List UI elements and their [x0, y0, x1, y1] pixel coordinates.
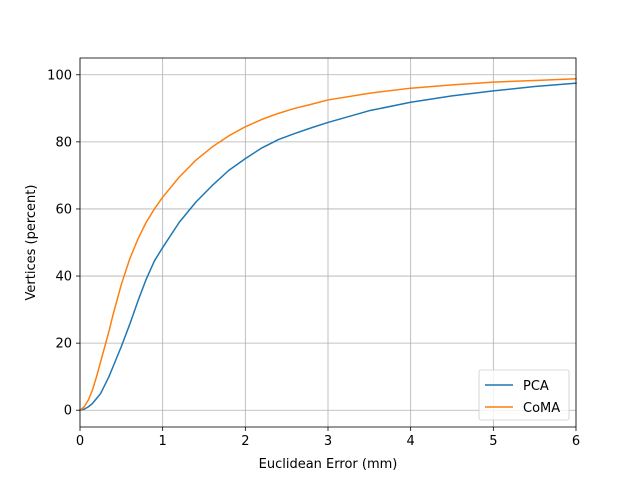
series-layer	[78, 78, 577, 412]
y-tick-label: 100	[47, 68, 72, 83]
y-tick-label: 0	[64, 404, 72, 419]
y-tick-label: 40	[55, 270, 72, 285]
y-tick-label: 80	[55, 135, 72, 150]
y-axis-label: Vertices (percent)	[24, 185, 39, 301]
x-tick-label: 6	[572, 434, 580, 449]
grid	[79, 58, 577, 427]
x-tick-label: 1	[159, 434, 167, 449]
x-tick-label: 3	[324, 434, 332, 449]
x-tick-label: 5	[489, 434, 497, 449]
x-axis-label: Euclidean Error (mm)	[259, 457, 398, 472]
legend-label-coma: CoMA	[523, 401, 560, 416]
legend-label-pca: PCA	[523, 379, 549, 394]
x-tick-label: 4	[407, 434, 415, 449]
series-line-pca	[79, 82, 577, 412]
series-line-coma	[78, 78, 577, 412]
y-tick-label: 60	[55, 202, 72, 217]
x-tick-label: 0	[76, 434, 84, 449]
x-tick-label: 2	[241, 434, 249, 449]
legend: PCA CoMA	[478, 369, 570, 421]
y-tick-label: 20	[55, 337, 72, 352]
